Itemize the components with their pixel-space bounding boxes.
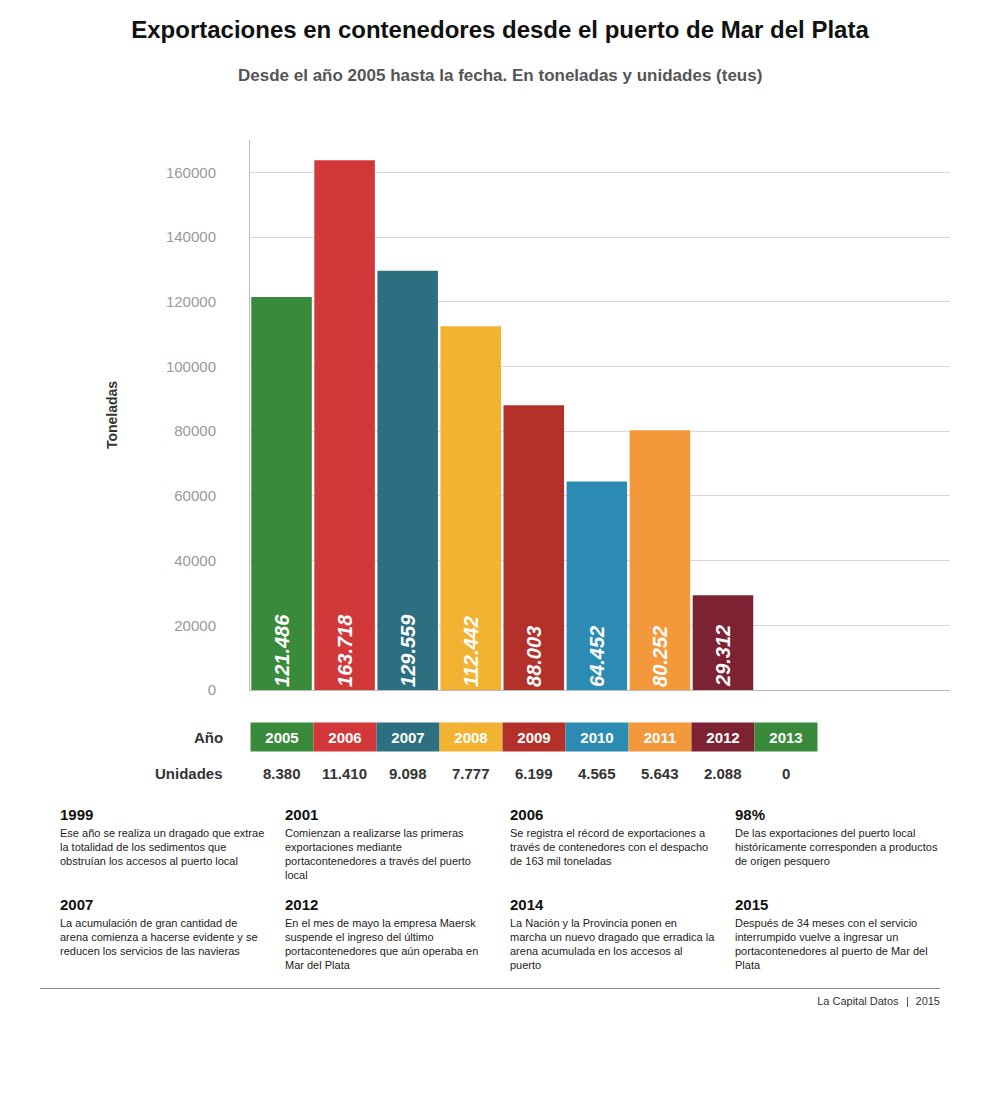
svg-text:Unidades: Unidades xyxy=(155,765,223,782)
svg-text:121.486: 121.486 xyxy=(271,614,293,687)
html-text:Se registra el récord de expor: Se registra el récord de exportaciones a… xyxy=(510,827,709,867)
svg-text:2.088: 2.088 xyxy=(704,765,742,782)
svg-text:120000: 120000 xyxy=(166,293,216,310)
html-text:La Nación y la Provincia ponen: La Nación y la Provincia ponen en marcha… xyxy=(510,917,715,971)
html-text:2015: 2015 xyxy=(735,896,769,913)
svg-text:4.565: 4.565 xyxy=(578,765,616,782)
html-text:2006: 2006 xyxy=(510,806,544,823)
svg-text:40000: 40000 xyxy=(174,552,216,569)
svg-text:2011: 2011 xyxy=(644,729,677,746)
svg-text:2013: 2013 xyxy=(769,729,802,746)
svg-text:80000: 80000 xyxy=(174,422,216,439)
html-text:La Capital Datos: La Capital Datos xyxy=(817,995,899,1007)
svg-text:160000: 160000 xyxy=(166,164,216,181)
svg-text:9.098: 9.098 xyxy=(389,765,427,782)
svg-text:0: 0 xyxy=(208,681,216,698)
html-text:Comienzan a realizarse las pri: Comienzan a realizarse las primeras expo… xyxy=(285,827,471,881)
svg-text:7.777: 7.777 xyxy=(452,765,490,782)
html-text:98%: 98% xyxy=(735,806,765,823)
svg-text:80.252: 80.252 xyxy=(649,626,671,687)
html-text:Ese año se realiza un dragado: Ese año se realiza un dragado que extrae… xyxy=(60,827,265,867)
svg-text:Desde el año 2005 hasta la fec: Desde el año 2005 hasta la fecha. En ton… xyxy=(238,66,762,85)
svg-text:0: 0 xyxy=(782,765,790,782)
svg-text:20000: 20000 xyxy=(174,617,216,634)
svg-text:11.410: 11.410 xyxy=(322,765,367,782)
svg-text:100000: 100000 xyxy=(166,358,216,375)
svg-text:2006: 2006 xyxy=(328,729,361,746)
svg-text:8.380: 8.380 xyxy=(263,765,301,782)
html-text:De las exportaciones del puert: De las exportaciones del puerto local hi… xyxy=(735,827,938,867)
html-text:2014: 2014 xyxy=(510,896,544,913)
svg-text:112.442: 112.442 xyxy=(460,616,482,687)
svg-text:140000: 140000 xyxy=(166,228,216,245)
svg-text:Toneladas: Toneladas xyxy=(104,381,120,449)
svg-text:88.003: 88.003 xyxy=(523,626,545,687)
html-text:2007: 2007 xyxy=(60,896,94,913)
svg-text:29.312: 29.312 xyxy=(712,625,734,687)
html-text:La acumulación de gran cantida: La acumulación de gran cantidad de arena… xyxy=(60,917,258,957)
html-text:En el mes de mayo la empresa M: En el mes de mayo la empresa Maersk susp… xyxy=(285,917,479,971)
html-text:Después de 34 meses con el ser: Después de 34 meses con el servicio inte… xyxy=(735,917,928,971)
svg-text:2005: 2005 xyxy=(265,729,298,746)
html-text:2001: 2001 xyxy=(285,806,319,823)
svg-text:2009: 2009 xyxy=(517,729,550,746)
svg-text:2007: 2007 xyxy=(391,729,424,746)
html-text:2015: 2015 xyxy=(915,995,940,1007)
svg-text:64.452: 64.452 xyxy=(586,626,608,687)
svg-text:2010: 2010 xyxy=(580,729,613,746)
svg-text:Año: Año xyxy=(194,729,223,746)
html-text:2012: 2012 xyxy=(285,896,319,913)
svg-text:6.199: 6.199 xyxy=(515,765,553,782)
svg-text:2012: 2012 xyxy=(706,729,739,746)
svg-text:129.559: 129.559 xyxy=(397,614,419,687)
svg-text:Exportaciones en contenedores: Exportaciones en contenedores desde el p… xyxy=(131,16,869,43)
svg-text:163.718: 163.718 xyxy=(334,614,356,687)
svg-text:2008: 2008 xyxy=(454,729,487,746)
svg-text:5.643: 5.643 xyxy=(641,765,679,782)
html-text:1999: 1999 xyxy=(60,806,94,823)
svg-text:60000: 60000 xyxy=(174,487,216,504)
